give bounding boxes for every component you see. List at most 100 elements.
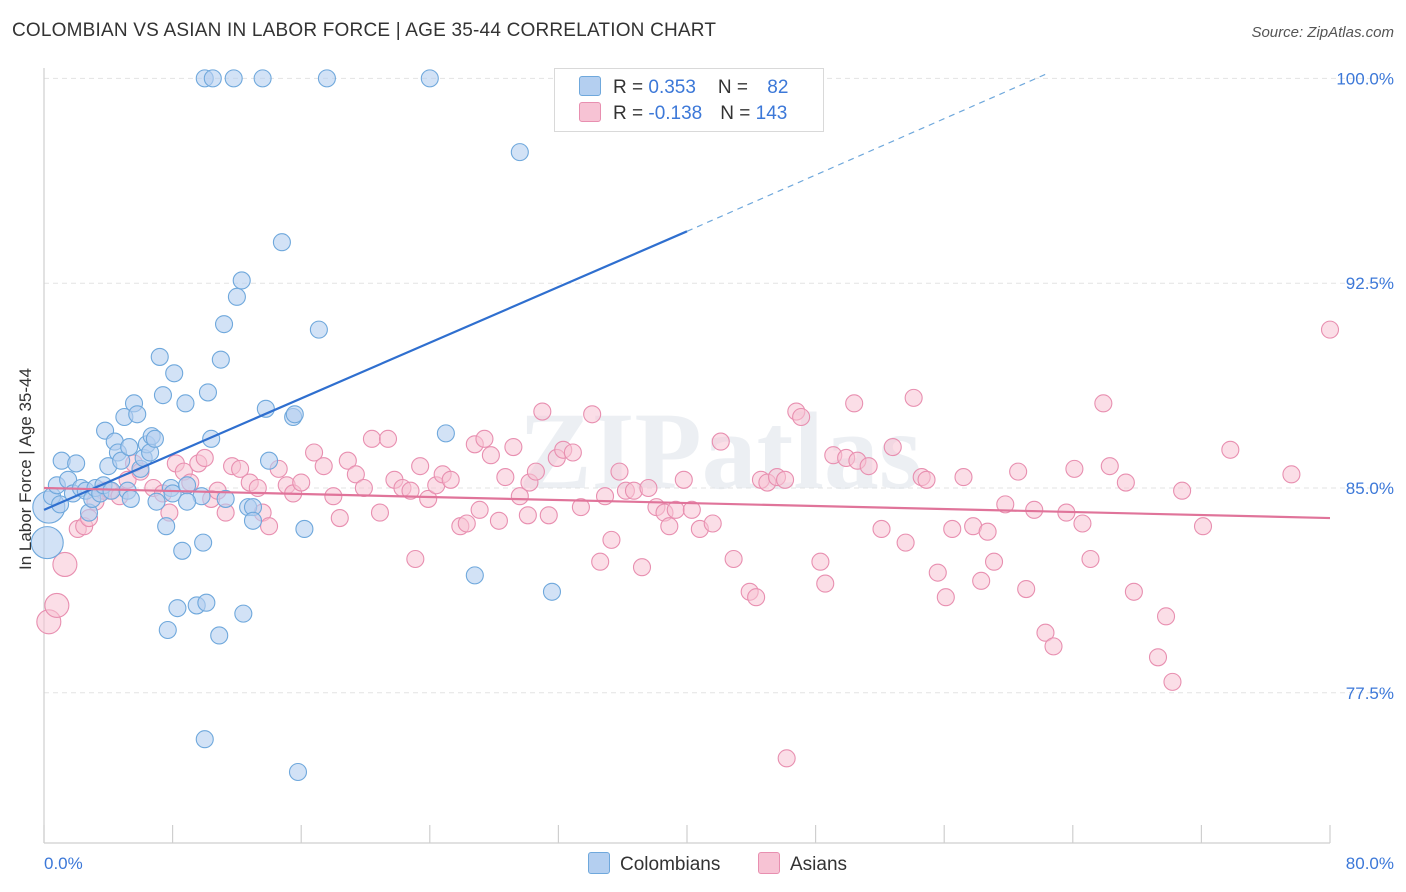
asians-point <box>533 402 552 421</box>
legend-item-colombians: Colombians <box>588 852 720 876</box>
asians-point <box>1044 637 1063 656</box>
colombians-point <box>214 315 234 334</box>
colombians-point <box>295 519 314 539</box>
asians-point <box>928 563 947 582</box>
colombians-point <box>153 386 173 405</box>
colombians-point <box>195 730 214 749</box>
asians-point <box>259 517 279 536</box>
legend-r-label: R = <box>613 77 649 98</box>
colombians-point <box>253 69 272 88</box>
colombians-point <box>176 394 195 413</box>
asians-point <box>984 552 1004 571</box>
asians-point <box>724 549 743 569</box>
asians-point <box>292 473 311 492</box>
asians-point <box>457 514 476 533</box>
colombians-point <box>243 511 263 530</box>
asians-point <box>1163 672 1182 691</box>
asians-point <box>1156 607 1176 626</box>
colombians-point <box>288 762 308 782</box>
asians-point <box>526 462 545 481</box>
colombians-point <box>272 233 291 252</box>
colombians-swatch <box>579 76 601 96</box>
colombians-point <box>317 69 336 88</box>
colombians-legend-label: Colombians <box>620 854 721 875</box>
colombians-point <box>420 69 439 88</box>
y-tick-label: 92.5% <box>1346 274 1394 293</box>
y-tick-label: 100.0% <box>1336 69 1394 88</box>
colombians-point <box>232 271 251 290</box>
colombians-trend-line <box>43 230 688 511</box>
asians-point <box>539 506 558 525</box>
asians-point <box>1173 481 1192 500</box>
asians-point <box>1081 549 1100 569</box>
source-label: Source: ZipAtlas.com <box>1251 24 1394 41</box>
asians-point <box>845 394 864 413</box>
asians-point <box>44 592 70 618</box>
asians-point <box>324 487 343 506</box>
colombians-point <box>465 566 484 585</box>
asians-point <box>1116 473 1135 492</box>
legend-row-colombians: R = 0.353 N = 82 <box>579 76 788 100</box>
asians-point <box>1009 462 1028 481</box>
asians-point <box>1100 457 1119 476</box>
asians-point <box>1148 648 1168 667</box>
colombians-point <box>211 350 230 369</box>
colombians-point <box>436 424 455 443</box>
colombians-point <box>203 69 222 88</box>
asians-legend-swatch <box>758 852 780 874</box>
asians-point <box>314 457 333 476</box>
asians-point <box>401 481 420 500</box>
asians-point <box>682 500 701 519</box>
asians-point <box>470 500 489 519</box>
colombians-point <box>224 69 243 88</box>
asians-point <box>591 552 610 571</box>
colombians-legend-swatch <box>588 852 610 874</box>
legend-r-label: R = <box>613 103 649 124</box>
asians-point <box>1017 579 1036 599</box>
colombians-point <box>259 451 279 470</box>
asians-point <box>632 558 652 577</box>
asians-point <box>811 552 830 571</box>
asians-point <box>859 457 878 476</box>
legend-item-asians: Asians <box>758 852 847 876</box>
legend-r-value: 0.353 <box>648 77 696 98</box>
colombians-point <box>210 626 229 645</box>
asians-point <box>660 517 679 536</box>
asians-point <box>1036 623 1055 642</box>
colombians-point <box>120 437 139 457</box>
colombians-point <box>128 405 147 424</box>
asians-point <box>571 498 590 517</box>
asians-point <box>1094 394 1113 413</box>
asians-point <box>703 514 722 533</box>
asians-point <box>231 459 250 478</box>
chart-title: COLOMBIAN VS ASIAN IN LABOR FORCE | AGE … <box>12 20 717 41</box>
asians-point <box>419 489 438 508</box>
asians-point <box>330 508 349 528</box>
asians-point <box>378 429 398 448</box>
colombians-point <box>309 320 328 339</box>
asians-swatch <box>579 102 601 122</box>
colombians-point <box>173 541 192 560</box>
asians-point <box>872 519 891 539</box>
asians-point <box>777 749 796 768</box>
colombians-point <box>234 604 253 623</box>
asians-point <box>475 429 494 448</box>
tick-labels: 77.5% 85.0% 92.5% 100.0% 0.0% 80.0% <box>44 69 1394 873</box>
colombians-point <box>510 143 529 162</box>
colombians-point <box>285 405 304 424</box>
colombians-point <box>542 582 562 601</box>
legend-n-label: N = <box>720 103 756 124</box>
asians-point <box>346 465 365 484</box>
asians-point <box>978 522 997 541</box>
asians-point <box>954 468 973 487</box>
asians-point <box>1073 514 1092 533</box>
colombians-point <box>227 287 246 306</box>
asians-point <box>943 519 962 539</box>
asians-point <box>816 574 835 593</box>
asians-point <box>504 437 523 457</box>
asians-point <box>639 478 658 498</box>
colombians-point <box>168 599 187 618</box>
colombians-point <box>198 383 218 402</box>
asians-point <box>338 451 357 470</box>
colombians-point <box>197 593 216 612</box>
